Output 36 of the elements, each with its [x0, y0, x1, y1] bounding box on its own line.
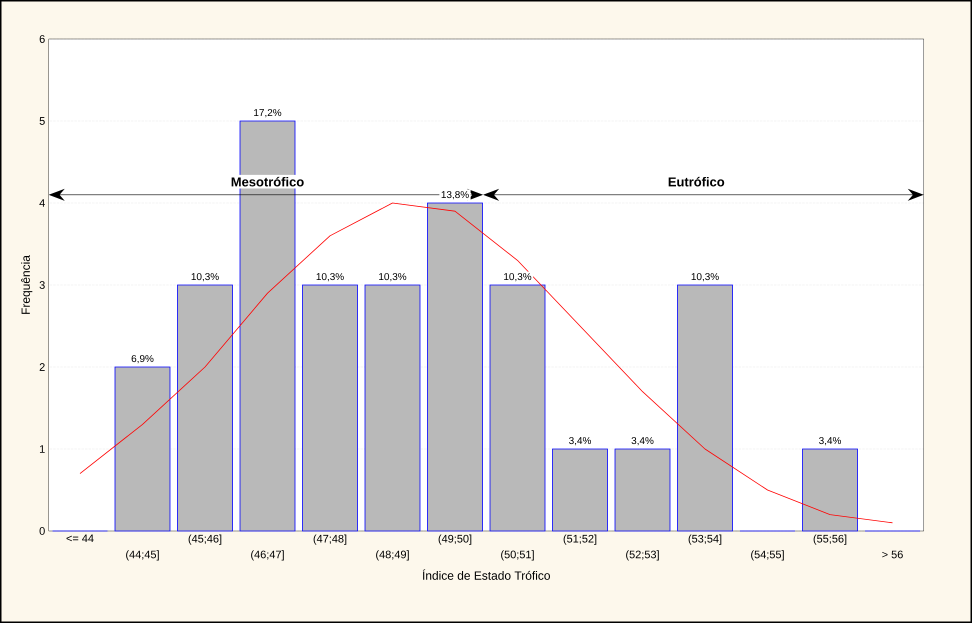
annotation: Mesotrófico	[232, 176, 304, 186]
annotation: 10,3%	[192, 273, 219, 282]
y-axis-title: Frequência	[21, 255, 32, 314]
y-tick-label: 0	[40, 527, 45, 535]
x-tick-label: (53;54]	[688, 534, 722, 545]
annotation: 10,3%	[692, 273, 719, 282]
y-tick-label: 1	[40, 445, 45, 453]
x-tick-label: (45;46]	[188, 534, 222, 545]
annotation: 6,9%	[132, 355, 154, 364]
y-tick-label: 4	[39, 199, 45, 207]
annotation: 10,3%	[504, 273, 532, 282]
x-axis-title: Índice de Estado Trófico	[422, 569, 550, 580]
x-tick-label: (49;50]	[438, 534, 472, 545]
y-tick-label: 6	[40, 35, 45, 43]
x-tick-label: (55;56]	[814, 534, 846, 545]
y-tick-label: 3	[40, 281, 45, 289]
x-tick-label: <= 44	[66, 534, 94, 542]
annotation: 3,4%	[569, 437, 592, 446]
x-tick-label: (47;48]	[314, 534, 346, 545]
y-tick-label: 5	[40, 117, 45, 125]
x-tick-label: (46;47]	[251, 550, 284, 560]
x-tick-label: (51;52]	[564, 534, 596, 545]
x-tick-label: (54;55]	[751, 550, 784, 560]
annotation: Eutrófico	[668, 176, 724, 186]
x-tick-label: (50;51]	[501, 550, 534, 560]
annotation: 10,3%	[379, 273, 406, 282]
x-tick-label: > 56	[882, 550, 903, 558]
annotation: 17,2%	[254, 109, 282, 118]
annotation: 13,8%	[442, 191, 469, 200]
x-tick-label: (52;53]	[626, 550, 659, 560]
annotation: 10,3%	[316, 273, 344, 282]
x-tick-label: (48;49]	[376, 550, 409, 560]
annotation: 3,4%	[632, 437, 654, 446]
x-tick-label: (44;45]	[126, 550, 159, 560]
y-tick-label: 2	[40, 363, 45, 371]
annotation: 3,4%	[819, 437, 842, 446]
